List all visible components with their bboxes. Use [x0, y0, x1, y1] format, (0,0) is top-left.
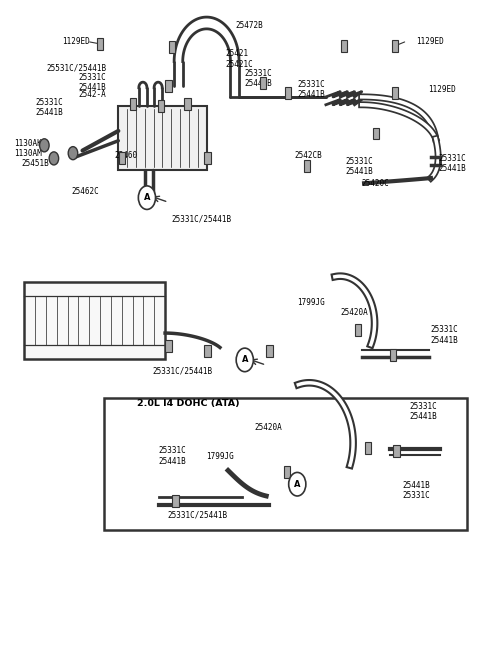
Bar: [284, 466, 290, 478]
Text: 25331C
25441B: 25331C 25441B: [409, 402, 437, 421]
Bar: [285, 87, 291, 99]
Circle shape: [39, 139, 49, 152]
Bar: [204, 345, 211, 357]
Bar: [169, 41, 175, 53]
Text: 25531C/25441B: 25531C/25441B: [46, 64, 107, 73]
Bar: [130, 98, 136, 110]
Text: 25331C/25441B: 25331C/25441B: [167, 510, 227, 520]
Bar: [390, 349, 396, 361]
Bar: [118, 106, 206, 170]
Text: 1129ED: 1129ED: [429, 85, 456, 94]
Bar: [97, 38, 103, 50]
Bar: [394, 445, 400, 457]
Text: 25331C
25441B: 25331C 25441B: [36, 98, 63, 117]
Bar: [365, 442, 371, 453]
Text: 25331C
25441B: 25331C 25441B: [297, 80, 325, 99]
Bar: [204, 152, 211, 164]
Bar: [373, 127, 379, 139]
Text: 25460: 25460: [114, 150, 137, 160]
Bar: [304, 160, 310, 172]
Bar: [172, 495, 179, 507]
Text: 2.0L I4 DOHC (ATA): 2.0L I4 DOHC (ATA): [137, 399, 240, 408]
Text: 25331C
25441B: 25331C 25441B: [345, 156, 373, 176]
Text: A: A: [294, 480, 300, 489]
Text: 1799JG: 1799JG: [206, 451, 234, 461]
Text: 25451B: 25451B: [22, 159, 49, 168]
Text: 25331C
25441B: 25331C 25441B: [431, 325, 458, 345]
Text: 1129ED: 1129ED: [62, 37, 90, 47]
Text: 1129ED: 1129ED: [417, 37, 444, 47]
Text: 25462C: 25462C: [72, 187, 99, 196]
Circle shape: [288, 472, 306, 496]
Text: 25420A: 25420A: [340, 307, 368, 317]
Text: 25331C/25441B: 25331C/25441B: [153, 367, 213, 376]
Bar: [165, 340, 171, 352]
Text: 25441B
25331C: 25441B 25331C: [402, 481, 430, 501]
Circle shape: [49, 152, 59, 165]
Text: 2542CB: 2542CB: [295, 150, 323, 160]
Bar: [165, 81, 171, 93]
Text: 1799JG: 1799JG: [297, 298, 325, 307]
Circle shape: [236, 348, 253, 372]
Text: 25331C
25441B: 25331C 25441B: [245, 69, 273, 88]
Text: 25420A: 25420A: [254, 424, 282, 432]
Text: 25331C
25441B: 25331C 25441B: [159, 446, 187, 466]
Bar: [266, 345, 273, 357]
Text: 1130AK
1130AM: 1130AK 1130AM: [14, 139, 42, 158]
Text: 2542-A: 2542-A: [79, 91, 107, 99]
Bar: [119, 152, 125, 164]
Bar: [158, 100, 164, 112]
Text: 25331C/25441B: 25331C/25441B: [172, 214, 232, 223]
Circle shape: [68, 147, 78, 160]
Bar: [184, 98, 191, 110]
Bar: [260, 78, 266, 89]
Bar: [104, 398, 467, 530]
Bar: [392, 87, 398, 99]
Bar: [341, 40, 347, 52]
Text: A: A: [241, 355, 248, 365]
Text: 25420C: 25420C: [362, 179, 389, 188]
Text: 25331C
25441B: 25331C 25441B: [79, 73, 107, 92]
Bar: [392, 40, 398, 52]
Bar: [24, 282, 165, 359]
Bar: [355, 324, 361, 336]
Text: 25421
25421C: 25421 25421C: [226, 49, 253, 69]
Text: 25331C
25441B: 25331C 25441B: [438, 154, 466, 173]
Text: 25472B: 25472B: [236, 21, 264, 30]
Circle shape: [138, 186, 156, 210]
Text: A: A: [144, 193, 150, 202]
